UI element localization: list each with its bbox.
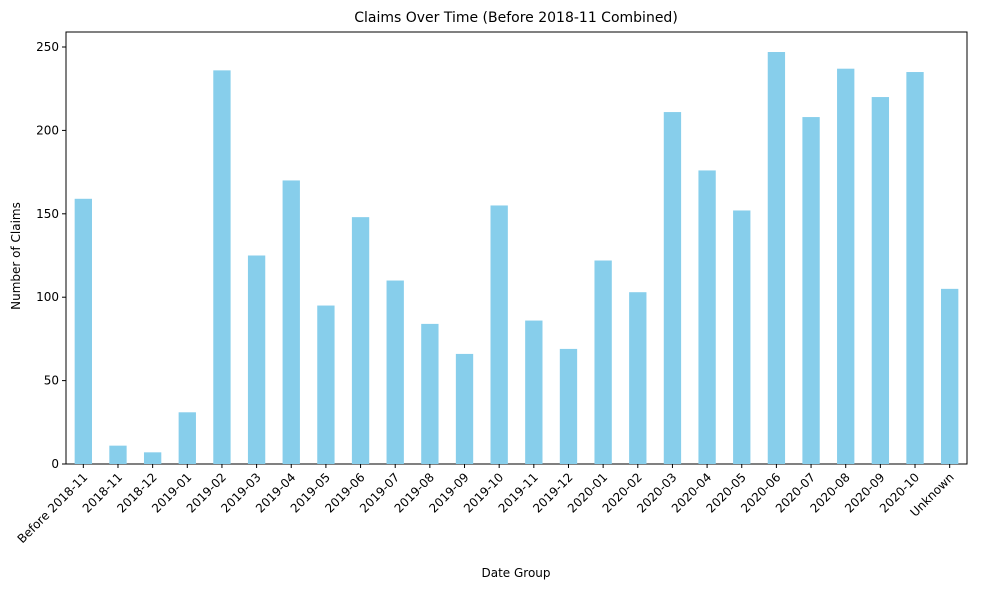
y-axis-label: Number of Claims bbox=[9, 202, 23, 310]
y-tick-label: 150 bbox=[36, 207, 59, 221]
bar-2020-04 bbox=[698, 170, 716, 464]
plot-frame bbox=[65, 31, 968, 465]
x-axis-label: Date Group bbox=[481, 566, 550, 580]
bar-2020-09 bbox=[871, 97, 890, 464]
y-tick-label: 50 bbox=[44, 374, 59, 388]
bar-2019-05 bbox=[317, 305, 335, 464]
bar-2019-08 bbox=[421, 323, 439, 464]
bar-2018-11 bbox=[109, 445, 127, 464]
bar-2020-02 bbox=[629, 292, 647, 464]
bar-2019-02 bbox=[213, 70, 231, 464]
bar-before-2018-11 bbox=[74, 198, 92, 465]
bar-2019-12 bbox=[559, 348, 578, 464]
bar-2020-10 bbox=[906, 72, 924, 465]
bar-2019-10 bbox=[490, 205, 508, 465]
bar-2020-03 bbox=[663, 112, 682, 465]
bar-2020-05 bbox=[733, 210, 751, 464]
bar-2020-08 bbox=[837, 68, 855, 464]
bar-2020-01 bbox=[594, 260, 612, 464]
bar-2020-07 bbox=[802, 117, 820, 464]
y-axis-ticks: 0 50 100 150 200 250 bbox=[36, 40, 66, 471]
bar-2020-06 bbox=[767, 52, 786, 465]
bar-2019-11 bbox=[525, 320, 543, 464]
x-tick-label: Before 2018-11 bbox=[15, 470, 91, 546]
y-tick-label: 250 bbox=[36, 40, 59, 54]
bar-2019-01 bbox=[178, 412, 196, 464]
y-tick-label: 200 bbox=[36, 123, 59, 137]
bar-2019-03 bbox=[247, 255, 266, 464]
bar-2019-09 bbox=[455, 353, 474, 464]
chart-title: Claims Over Time (Before 2018-11 Combine… bbox=[354, 10, 678, 26]
plot-area bbox=[65, 31, 968, 465]
bar-2019-07 bbox=[386, 280, 404, 464]
y-tick-label: 0 bbox=[51, 457, 59, 471]
bar-2018-12 bbox=[143, 452, 162, 464]
x-axis-ticks: Before 2018-112018-112018-122019-012019-… bbox=[15, 464, 957, 546]
bars-group bbox=[74, 52, 959, 465]
bar-2019-04 bbox=[282, 180, 300, 464]
bar-2019-06 bbox=[351, 217, 370, 464]
bar-unknown bbox=[941, 288, 959, 464]
y-tick-label: 100 bbox=[36, 290, 59, 304]
